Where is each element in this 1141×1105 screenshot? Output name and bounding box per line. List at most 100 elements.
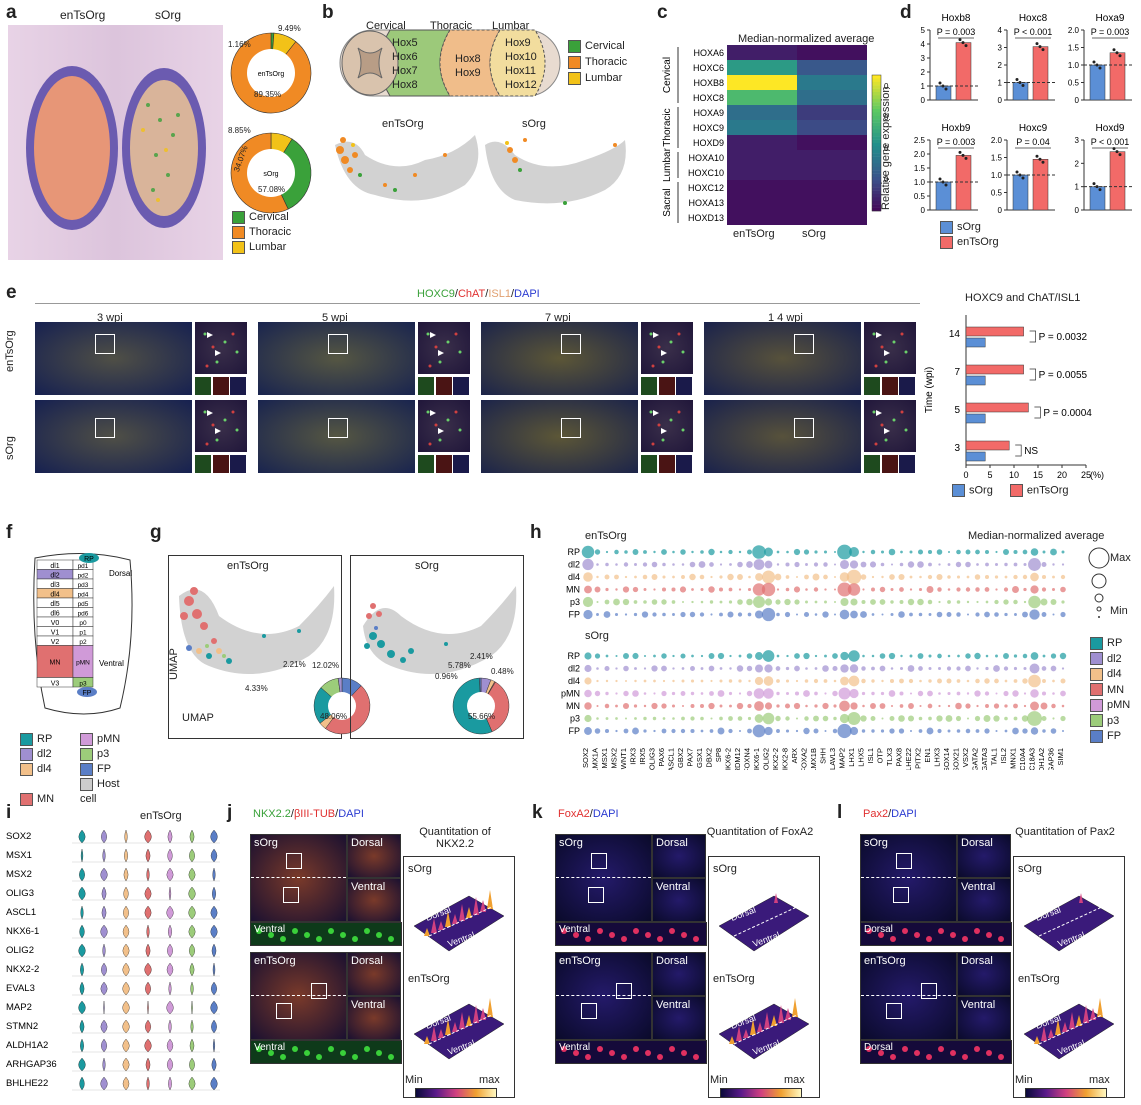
f-domain-label: pd3 xyxy=(78,582,89,589)
h-dot xyxy=(764,726,773,736)
h-dot xyxy=(956,575,961,579)
h-dot xyxy=(679,586,687,593)
h-dot xyxy=(764,560,773,569)
h-dot xyxy=(984,574,990,580)
d-tick: 2.0 xyxy=(1068,26,1080,35)
h-dot xyxy=(728,728,733,734)
heatmap-cell xyxy=(797,90,867,105)
i-violin xyxy=(167,848,173,863)
i-gene-label: OLIG3 xyxy=(6,888,34,899)
h-dot xyxy=(690,679,695,683)
f-domain-label: dl1 xyxy=(50,563,59,570)
e-channel-image xyxy=(899,377,915,395)
lumbar-gene-0: Hox9 xyxy=(505,37,531,49)
h-dot xyxy=(805,588,808,591)
j-quant-label: sOrg xyxy=(408,863,432,875)
h-dot xyxy=(603,611,611,618)
d-tick: 0.5 xyxy=(914,192,926,201)
h-dot xyxy=(813,728,819,734)
h-dot xyxy=(917,653,924,659)
d-bar xyxy=(1012,82,1029,101)
h-dot xyxy=(700,729,704,733)
h-dot xyxy=(584,585,592,594)
h-dot xyxy=(966,600,970,604)
h-dot xyxy=(907,715,915,722)
h-dot xyxy=(984,728,990,734)
legend-swatch-cervical xyxy=(232,210,245,224)
i-violin xyxy=(122,1076,130,1091)
i-violin xyxy=(188,943,196,958)
g2-label-4: 55.66% xyxy=(468,712,496,721)
h-dot xyxy=(605,691,609,696)
h-dot xyxy=(1060,715,1066,722)
j-colorbar-max: max xyxy=(479,1074,500,1086)
h-dot xyxy=(938,692,941,695)
h-dot xyxy=(738,588,742,591)
h-legend-label: RP xyxy=(1107,637,1123,649)
h-dot xyxy=(1013,654,1018,658)
i-violin xyxy=(78,829,86,844)
h-dot xyxy=(718,587,724,592)
f-legend-item: RP xyxy=(20,732,80,747)
h-dot xyxy=(596,717,599,720)
d-pvalue: P = 0.003 xyxy=(1091,27,1130,37)
h-dot xyxy=(898,573,905,581)
h-dot xyxy=(584,677,592,685)
h-dot xyxy=(1060,678,1066,684)
h-dot xyxy=(947,704,951,708)
h-dot xyxy=(691,550,694,554)
h-dot xyxy=(615,717,618,720)
f-legend-label: dl2 xyxy=(37,748,52,760)
heatmap-cell xyxy=(727,90,797,105)
h-dot xyxy=(729,563,732,566)
h-legend-swatch xyxy=(1090,714,1103,728)
h-row-label: dl2 xyxy=(568,560,580,570)
tissue-section-image xyxy=(8,25,223,260)
h-dot xyxy=(651,561,658,568)
i-violin xyxy=(78,1057,86,1072)
umap-b-entsorg-title: enTsOrg xyxy=(382,118,424,130)
h-gene-label: SIM1 xyxy=(1056,748,1065,766)
f-domain-label: pd4 xyxy=(78,591,89,598)
h-dot xyxy=(833,679,837,683)
heatmap-c: HOXA6 HOXC6 HOXB8 HOXC8 HOXA9 HOXC9 HOXD9 HOXA1… xyxy=(662,45,890,225)
i-violin xyxy=(189,962,195,977)
h-dot xyxy=(1030,727,1039,735)
heatmap-cell xyxy=(797,150,867,165)
i-gene-label: SOX2 xyxy=(6,831,31,842)
h-dot xyxy=(719,575,723,579)
h-dot xyxy=(719,704,723,708)
f-domain-label: p1 xyxy=(79,629,87,636)
h-gene-label: MSX2 xyxy=(610,748,619,768)
h-gene-label: GATA3 xyxy=(980,748,989,770)
h-dot xyxy=(752,724,766,738)
h-dot xyxy=(832,653,838,659)
h-dot xyxy=(956,691,961,696)
h-dot xyxy=(729,654,732,658)
h-gene-label: PAX7 xyxy=(686,748,695,767)
panel-h-legend: RP dl2 dl4 MN pMN p3 FP xyxy=(1090,636,1130,745)
d-chart-title: Hoxc9 xyxy=(1019,123,1048,134)
e-ycat: 3 xyxy=(954,443,960,454)
h-row-label: dl2 xyxy=(568,664,580,674)
i-violin xyxy=(210,1076,218,1091)
h-dot xyxy=(1052,563,1055,566)
h-dot xyxy=(890,667,894,670)
legend-d-sorg: sOrg xyxy=(957,221,981,233)
d-tick: 0 xyxy=(1075,96,1080,105)
e-channel-image xyxy=(453,455,469,473)
h-dot xyxy=(680,611,686,618)
h-dot xyxy=(661,549,667,555)
i-violin xyxy=(145,981,151,996)
h-dot xyxy=(754,676,764,686)
h-dot xyxy=(917,549,924,555)
h-dot xyxy=(624,717,628,720)
h-dot xyxy=(965,549,971,555)
e-bar-sorg xyxy=(965,337,986,348)
l-quant-label: sOrg xyxy=(1018,863,1042,875)
d-ylabel: Relative gene expression xyxy=(880,86,892,210)
h-dot xyxy=(976,600,979,604)
h-dot xyxy=(898,728,905,734)
k-zoom-ventral: Ventral xyxy=(652,996,706,1040)
